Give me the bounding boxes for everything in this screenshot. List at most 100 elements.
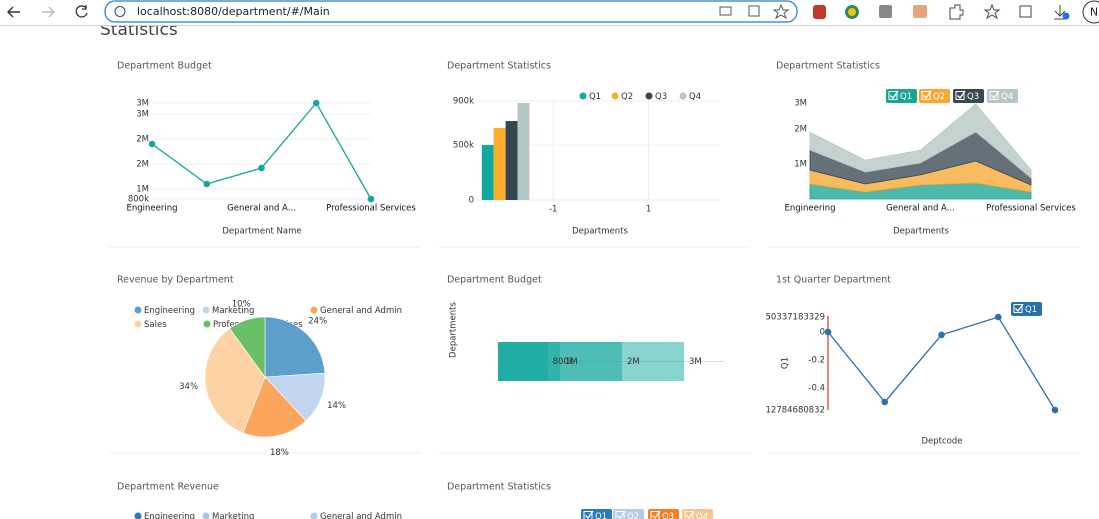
point (938, 331, 945, 339)
extensions-icon[interactable] (949, 4, 964, 20)
legend-label: Q4 (1001, 92, 1013, 102)
y-axis-title: Q1 (781, 357, 791, 369)
reload-button[interactable] (75, 5, 88, 18)
legend-marker (645, 92, 653, 100)
x-tick-label: General and A... (886, 204, 955, 214)
checkbox (888, 91, 898, 100)
y-tick-label: 0 (469, 196, 474, 206)
legend-marker (611, 92, 619, 100)
legend-item[interactable]: Q1 (1011, 302, 1042, 316)
back-button[interactable] (7, 6, 20, 18)
y-tick-label: 900k (453, 97, 474, 107)
pie-slice (229, 316, 266, 378)
downloads-icon[interactable] (1054, 5, 1066, 20)
pie-slice (264, 372, 326, 422)
legend-item[interactable]: Q1 (581, 509, 612, 519)
icon[interactable] (748, 5, 760, 17)
legend-label: Q1 (589, 92, 601, 102)
legend-item[interactable]: Q4 (682, 509, 713, 519)
data-label: 2M (627, 357, 640, 367)
data-label: 800k (553, 357, 574, 367)
checkmark (686, 510, 695, 519)
extension-icon[interactable] (848, 8, 856, 16)
legend-item[interactable]: Q1 (886, 89, 917, 103)
legend-marker (202, 306, 210, 314)
site-info-icon[interactable] (114, 6, 126, 17)
line (151, 101, 372, 200)
bar (481, 145, 494, 200)
legend-label: Q1 (900, 92, 912, 102)
legend-item[interactable]: Q2 (613, 509, 644, 519)
y-axis-title: Departments (449, 302, 459, 358)
legend-label: Q3 (967, 92, 979, 102)
address-bar[interactable] (104, 0, 798, 23)
panel-title: Department Budget (117, 61, 212, 72)
data-label: 1M (565, 357, 578, 367)
icon[interactable] (719, 6, 732, 16)
legend-item[interactable]: Q2 (919, 89, 950, 103)
checkmark (652, 510, 661, 519)
data-label: 14% (327, 401, 346, 411)
favorite-icon[interactable] (772, 3, 790, 20)
y-tick-label: 3M (136, 110, 149, 120)
legend-label: Marketing (212, 306, 254, 316)
legend-item[interactable]: Q3 (953, 89, 984, 103)
checkbox (650, 511, 660, 519)
checkbox (1013, 304, 1023, 313)
checkbox (989, 91, 999, 100)
x-tick-label: Engineering (785, 204, 836, 214)
point (824, 328, 832, 336)
y-tick-label: -0.2 (808, 355, 825, 365)
checkmark (991, 90, 1000, 100)
data-label: 10% (232, 299, 251, 309)
dashboard: Statistics Department Budget800k1M2M2M3M… (100, 20, 1080, 519)
legend-marker (134, 306, 142, 314)
legend-item[interactable]: Q4 (987, 89, 1018, 103)
legend-marker (134, 512, 142, 519)
browser-toolbar: localhost:8080/department/#/Main N (0, 0, 1099, 26)
x-tick-label: Professional Services (326, 204, 416, 214)
x-tick-label: -1 (549, 205, 557, 215)
forward-button[interactable] (42, 6, 55, 18)
point (1051, 406, 1059, 414)
bar (517, 102, 530, 200)
legend-marker (310, 306, 318, 314)
x-tick-label: 1 (646, 205, 651, 215)
y-tick-label: 1M (136, 185, 149, 195)
favorites-icon[interactable] (983, 3, 1001, 20)
point (203, 180, 211, 188)
panel-title: 1st Quarter Department (776, 275, 891, 286)
collections-icon[interactable] (1019, 5, 1032, 18)
checkmark (617, 510, 626, 519)
data-label: 34% (179, 382, 198, 392)
profile-initial: N (1090, 6, 1098, 19)
y-tick-label: 800k (128, 195, 149, 205)
y-tick-label: 500k (453, 141, 474, 151)
legend-label: Q1 (1025, 305, 1037, 315)
panel-title: Department Budget (447, 275, 542, 286)
checkmark (585, 510, 594, 519)
panel-title: Department Statistics (447, 482, 551, 493)
legend-label: Q4 (696, 512, 708, 519)
panel-title: Department Statistics (776, 61, 880, 72)
checkmark (957, 90, 966, 100)
y-tick-label: 2M (794, 125, 807, 135)
panel-title: Department Statistics (447, 61, 551, 72)
checkbox (684, 511, 694, 519)
y-tick-label: 3M (136, 99, 149, 109)
legend-label: Q1 (595, 512, 607, 519)
checkbox (955, 91, 965, 100)
pie-slice (264, 316, 326, 378)
extension-icon[interactable] (813, 5, 826, 19)
legend-label: General and Admin (320, 512, 402, 519)
profile-button[interactable] (1082, 0, 1099, 24)
checkmark (890, 90, 899, 100)
line (827, 316, 1056, 411)
y-tick-label: 0 (820, 327, 825, 337)
legend-item[interactable]: Q3 (648, 509, 679, 519)
extension-icon[interactable] (913, 5, 927, 18)
panel-title: Revenue by Department (117, 275, 234, 286)
extension-icon[interactable] (879, 5, 892, 18)
